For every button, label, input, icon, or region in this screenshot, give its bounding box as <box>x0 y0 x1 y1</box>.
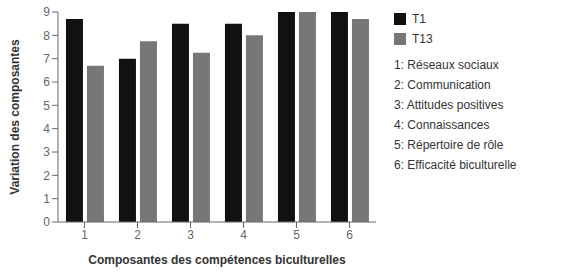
svg-text:9: 9 <box>43 5 50 19</box>
html-text:2: Communication: 2: Communication <box>394 78 491 92</box>
svg-text:2: 2 <box>134 228 141 242</box>
svg-text:Composantes des compétences bi: Composantes des compétences biculturelle… <box>88 253 346 267</box>
svg-text:3: 3 <box>43 145 50 159</box>
svg-text:1: 1 <box>81 228 88 242</box>
svg-text:0: 0 <box>43 215 50 229</box>
html-text:T13: T13 <box>412 32 433 46</box>
svg-text:8: 8 <box>43 29 50 43</box>
svg-text:4: 4 <box>43 122 50 136</box>
svg-text:6: 6 <box>43 75 50 89</box>
svg-text:7: 7 <box>43 52 50 66</box>
svg-text:3: 3 <box>187 228 194 242</box>
svg-text:4: 4 <box>240 228 247 242</box>
svg-text:5: 5 <box>293 228 300 242</box>
html-text:1: Réseaux sociaux: 1: Réseaux sociaux <box>394 58 499 72</box>
html-text:4: Connaissances: 4: Connaissances <box>394 118 490 132</box>
html-text:T1: T1 <box>412 12 426 26</box>
html-text:6: Efficacité biculturelle: 6: Efficacité biculturelle <box>394 158 517 172</box>
svg-text:2: 2 <box>43 169 50 183</box>
svg-text:5: 5 <box>43 99 50 113</box>
svg-text:6: 6 <box>346 228 353 242</box>
svg-text:1: 1 <box>43 192 50 206</box>
html-text:3: Attitudes positives: 3: Attitudes positives <box>394 98 504 112</box>
svg-text:Variation des composantes: Variation des composantes <box>8 39 22 195</box>
html-text:5: Répertoire de rôle: 5: Répertoire de rôle <box>394 138 504 152</box>
